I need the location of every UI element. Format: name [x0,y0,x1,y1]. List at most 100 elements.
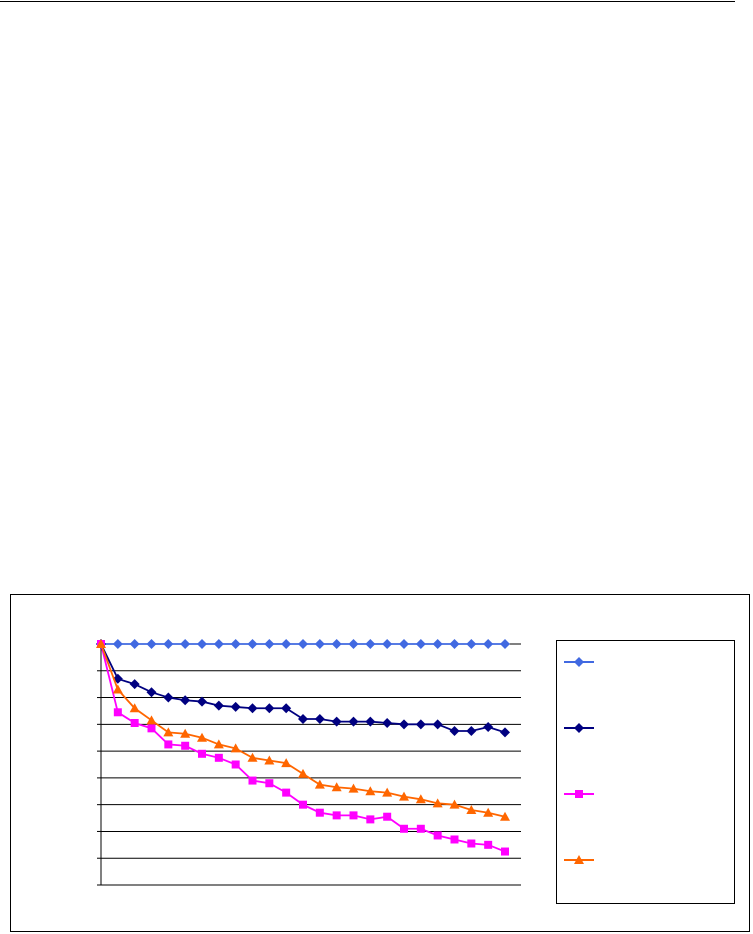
marker [130,718,139,727]
marker [282,788,291,797]
marker [230,743,241,753]
marker [365,716,376,727]
marker [450,835,459,844]
marker [231,760,240,769]
marker [433,831,442,840]
marker [213,739,224,749]
marker [501,847,509,856]
marker [432,798,443,808]
marker [248,776,257,785]
marker [247,639,258,649]
marker [415,794,426,804]
marker [298,639,308,649]
marker [197,639,207,649]
marker [483,639,494,649]
marker [298,713,308,724]
marker [449,799,460,809]
marker [281,639,292,649]
marker [230,639,241,649]
marker [331,782,342,792]
marker [298,768,308,778]
marker [484,840,493,849]
marker [348,783,359,793]
marker [129,679,140,690]
marker [399,639,409,649]
marker [432,719,443,730]
legend-entry [564,790,594,798]
marker [314,779,325,789]
marker [315,808,324,817]
marker [574,855,584,864]
marker [214,753,223,762]
marker [265,779,274,788]
marker [466,726,477,737]
marker [415,719,426,730]
marker [314,639,325,649]
marker [466,639,477,649]
marker [399,719,409,730]
marker [382,717,393,728]
marker [331,639,342,649]
marker [466,805,477,815]
marker [349,811,358,820]
marker [146,639,157,649]
marker [483,807,494,817]
legend-box [556,640,735,904]
marker [332,811,341,820]
marker [574,657,584,667]
marker [281,758,292,768]
marker [467,839,476,848]
legend-entry [564,855,594,864]
marker [383,812,392,821]
marker [181,741,190,750]
marker [264,755,275,765]
marker [147,724,156,733]
marker [500,811,510,821]
marker [449,639,460,649]
marker [113,708,122,717]
marker [281,703,292,714]
marker [213,639,224,649]
legend-entry [564,657,594,667]
marker [163,692,174,703]
legend-entry [564,723,594,733]
marker [96,639,106,648]
marker [112,684,123,694]
marker [574,723,584,733]
marker [129,703,140,713]
marker [331,716,342,727]
marker [247,752,258,762]
marker [146,715,157,725]
marker [230,701,241,712]
marker [198,749,206,758]
marker [366,815,375,824]
marker [197,696,207,707]
marker [314,713,325,724]
marker [163,727,174,737]
marker [197,732,207,742]
marker [415,639,426,649]
marker [247,703,258,714]
marker [163,639,174,649]
marker [382,639,393,649]
marker [416,824,425,833]
marker [213,700,224,711]
marker [365,786,376,796]
marker [365,639,376,649]
marker [264,703,275,714]
legend [556,640,735,904]
marker [400,824,408,833]
marker [575,790,583,798]
marker [264,639,275,649]
marker [432,639,443,649]
marker [299,800,307,809]
marker [449,726,460,737]
marker [164,740,173,749]
marker [348,716,359,727]
marker [399,791,409,801]
marker [129,639,140,649]
marker [500,727,510,738]
marker [500,639,510,649]
